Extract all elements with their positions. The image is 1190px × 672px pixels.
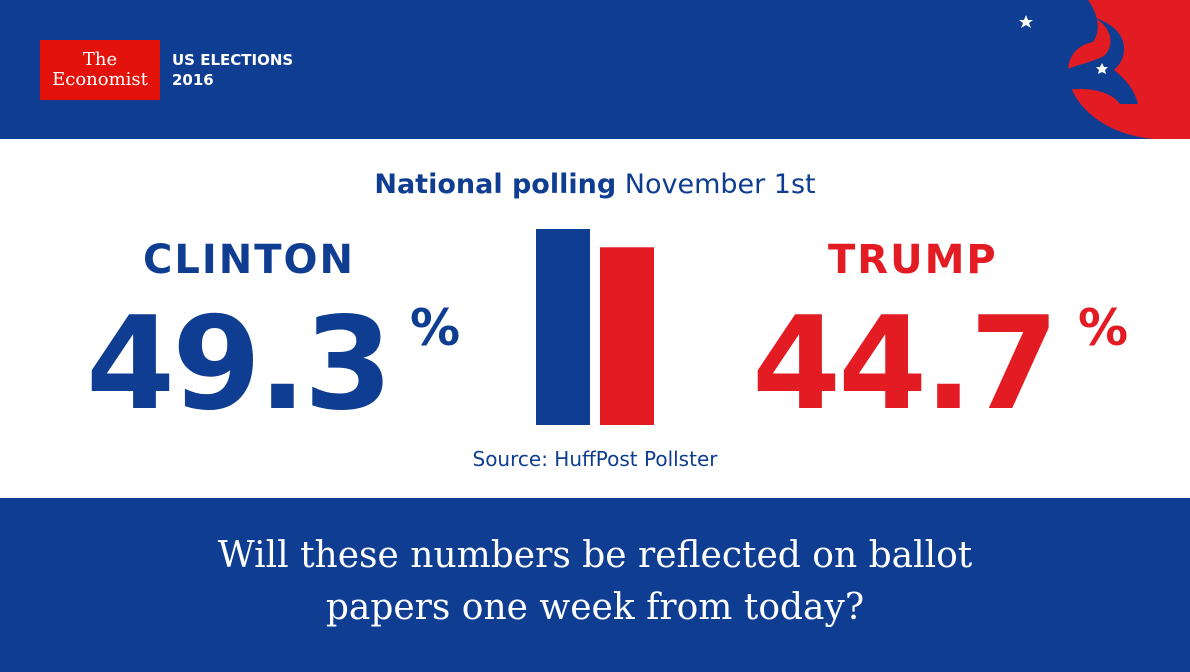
bar-trump <box>600 247 654 425</box>
series-label: US ELECTIONS 2016 <box>172 50 293 90</box>
trump-label: TRUMP <box>828 237 998 283</box>
chart-title: National polling November 1st <box>0 169 1190 200</box>
footer-question: Will these numbers be reflected on ballo… <box>95 530 1095 634</box>
series-label-line-1: US ELECTIONS <box>172 51 294 69</box>
footer-question-line-2: papers one week from today? <box>325 587 865 628</box>
chart-title-date: November 1st <box>624 169 816 200</box>
bar-clinton <box>536 229 590 425</box>
footer-question-line-1: Will these numbers be reflected on ballo… <box>217 535 973 576</box>
democrat-donkey-icon <box>1010 0 1190 139</box>
clinton-value: 49.3 <box>86 290 393 439</box>
clinton-label: CLINTON <box>143 237 355 283</box>
poll-bar-chart <box>536 229 654 425</box>
chart-title-bold: National polling <box>374 169 617 200</box>
footer-band: Will these numbers be reflected on ballo… <box>0 498 1190 672</box>
trump-value: 44.7 <box>752 290 1059 439</box>
logo-line-2: Economist <box>52 69 148 90</box>
clinton-percent-sign: % <box>410 299 461 357</box>
series-label-line-2: 2016 <box>172 71 214 89</box>
logo-line-1: The <box>82 49 118 70</box>
poll-panel: National polling November 1st CLINTON 49… <box>0 139 1190 498</box>
trump-percent-sign: % <box>1078 299 1129 357</box>
header-band: The Economist US ELECTIONS 2016 <box>0 0 1190 139</box>
chart-source: Source: HuffPost Pollster <box>472 447 718 471</box>
economist-logo: The Economist <box>40 40 160 100</box>
